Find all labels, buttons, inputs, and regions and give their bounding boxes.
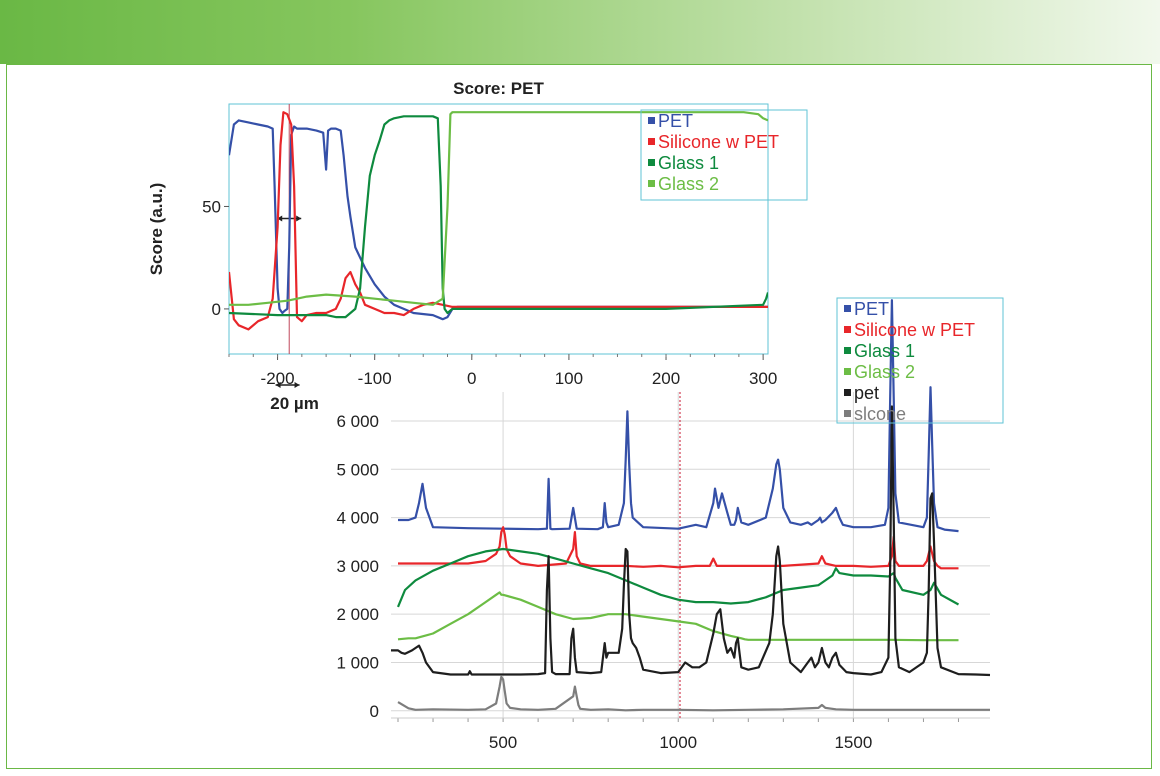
y-tick-label: 4 000 [336, 509, 379, 528]
legend-label: Glass 1 [854, 341, 915, 361]
legend-label: Glass 2 [658, 174, 719, 194]
legend-swatch [844, 347, 851, 354]
y-tick-label: 0 [212, 300, 221, 319]
series-line [397, 675, 990, 712]
legend-label: slcone [854, 404, 906, 424]
legend-box [640, 109, 808, 201]
width-arrow-heads [277, 215, 302, 222]
scale-arrow-heads [275, 382, 300, 388]
y-tick-label: 3 000 [336, 557, 379, 576]
y-tick-label: 0 [370, 702, 379, 721]
legend-swatch [844, 326, 851, 333]
y-tick-label: 1 000 [336, 653, 379, 672]
legend-swatch [648, 180, 655, 187]
series-line [397, 591, 959, 642]
legend-label: Glass 2 [854, 362, 915, 382]
legend-label: PET [854, 299, 889, 319]
legend-label: PET [658, 111, 693, 131]
y-tick-label: 6 000 [336, 412, 379, 431]
x-tick-label: 300 [749, 369, 777, 388]
legend-swatch [648, 138, 655, 145]
y-tick-label: 5 000 [336, 460, 379, 479]
legend-label: Silicone w PET [854, 320, 975, 340]
series-line [229, 115, 768, 319]
x-tick-label: -200 [261, 369, 295, 388]
legend-swatch [844, 305, 851, 312]
x-tick-label: 200 [652, 369, 680, 388]
x-tick-label: 1500 [834, 733, 872, 752]
series-line [391, 405, 991, 677]
y-tick-label: 2 000 [336, 605, 379, 624]
header-banner [0, 0, 1160, 64]
y-tick-label: 50 [202, 197, 221, 216]
y-axis-label: Score (a.u.) [147, 183, 166, 276]
legend-swatch [844, 389, 851, 396]
legend-swatch [844, 368, 851, 375]
x-tick-label: 100 [555, 369, 583, 388]
scale-annotation: 20 µm [270, 394, 319, 413]
legend-box [836, 297, 1004, 424]
legend-label: pet [854, 383, 879, 403]
chart-title: Score: PET [453, 79, 544, 98]
series-line [229, 119, 768, 321]
legend-swatch [648, 159, 655, 166]
legend-swatch [648, 117, 655, 124]
figure-frame [6, 64, 1152, 769]
legend-swatch [844, 410, 851, 417]
x-tick-label: -100 [358, 369, 392, 388]
x-tick-label: 1000 [659, 733, 697, 752]
series-line [229, 111, 768, 306]
chart-1: Score: PET Score (a.u.) -200 -100 0 100 200 300… [147, 79, 808, 413]
series-line [398, 299, 959, 533]
legend-label: Silicone w PET [658, 132, 779, 152]
series-line [229, 111, 768, 331]
legend-label: Glass 1 [658, 153, 719, 173]
x-tick-label: 0 [467, 369, 476, 388]
x-tick-label: 500 [489, 733, 517, 752]
